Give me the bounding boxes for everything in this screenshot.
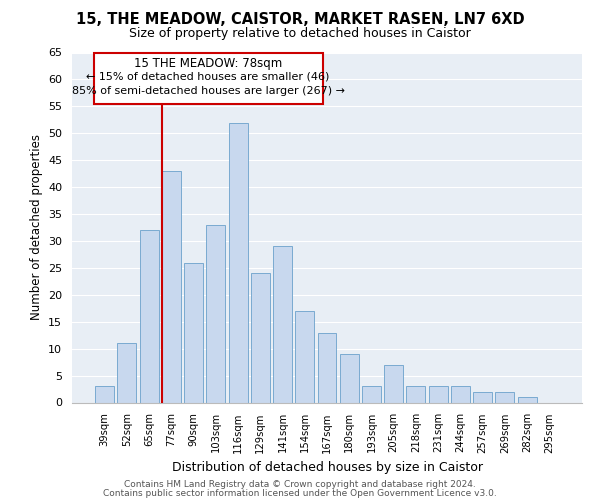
Bar bbox=[340, 354, 359, 403]
Bar bbox=[362, 386, 381, 402]
Bar bbox=[518, 397, 536, 402]
Text: ← 15% of detached houses are smaller (46): ← 15% of detached houses are smaller (46… bbox=[86, 72, 330, 82]
Bar bbox=[317, 332, 337, 402]
Text: Contains HM Land Registry data © Crown copyright and database right 2024.: Contains HM Land Registry data © Crown c… bbox=[124, 480, 476, 489]
Text: 15, THE MEADOW, CAISTOR, MARKET RASEN, LN7 6XD: 15, THE MEADOW, CAISTOR, MARKET RASEN, L… bbox=[76, 12, 524, 28]
Bar bbox=[140, 230, 158, 402]
Text: 85% of semi-detached houses are larger (267) →: 85% of semi-detached houses are larger (… bbox=[71, 86, 344, 96]
Text: 15 THE MEADOW: 78sqm: 15 THE MEADOW: 78sqm bbox=[134, 57, 282, 70]
Y-axis label: Number of detached properties: Number of detached properties bbox=[29, 134, 43, 320]
Bar bbox=[251, 274, 270, 402]
FancyBboxPatch shape bbox=[94, 52, 323, 104]
Bar bbox=[118, 344, 136, 402]
Bar bbox=[429, 386, 448, 402]
Bar bbox=[95, 386, 114, 402]
Bar bbox=[206, 225, 225, 402]
Bar bbox=[295, 311, 314, 402]
Bar bbox=[473, 392, 492, 402]
Bar bbox=[384, 365, 403, 403]
Bar bbox=[496, 392, 514, 402]
Bar bbox=[162, 171, 181, 402]
Bar bbox=[451, 386, 470, 402]
Text: Contains public sector information licensed under the Open Government Licence v3: Contains public sector information licen… bbox=[103, 488, 497, 498]
Bar bbox=[184, 262, 203, 402]
X-axis label: Distribution of detached houses by size in Caistor: Distribution of detached houses by size … bbox=[172, 461, 482, 474]
Text: Size of property relative to detached houses in Caistor: Size of property relative to detached ho… bbox=[129, 26, 471, 40]
Bar bbox=[273, 246, 292, 402]
Bar bbox=[406, 386, 425, 402]
Bar bbox=[229, 122, 248, 402]
